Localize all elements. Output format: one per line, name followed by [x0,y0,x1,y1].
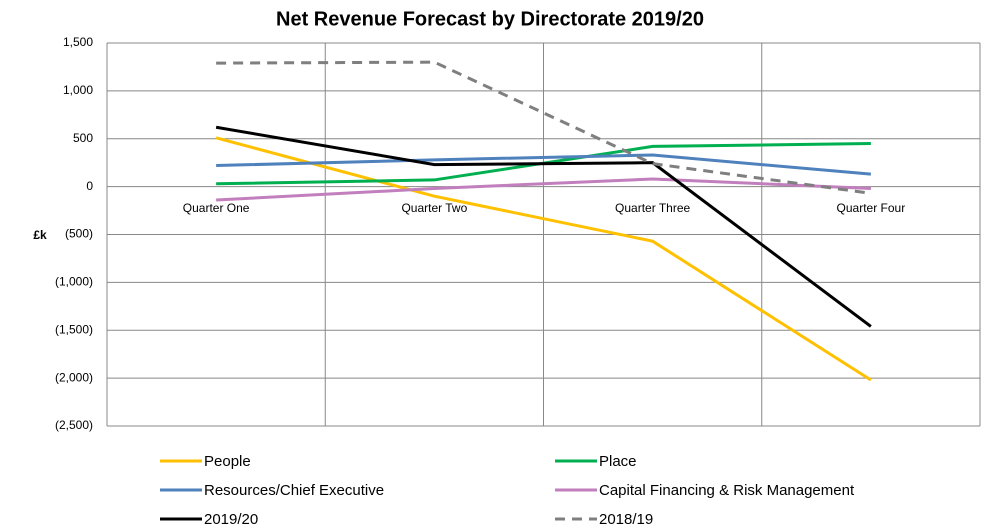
legend-label: Resources/Chief Executive [204,482,384,499]
y-tick-label: (2,000) [55,370,93,384]
legend-label: Place [599,453,637,470]
series-line [216,153,872,176]
y-tick-label: 500 [73,131,93,145]
legend-label: 2018/19 [599,511,653,528]
y-tick-label: (500) [65,227,93,241]
chart-title: Net Revenue Forecast by Directorate 2019… [276,8,704,30]
y-axis-label: £k [33,228,47,242]
x-tick-label: Quarter One [183,201,250,215]
y-tick-label: (2,500) [55,418,93,432]
legend-label: Capital Financing & Risk Management [599,482,855,499]
legend-label: 2019/20 [204,511,258,528]
legend-label: People [204,453,251,470]
y-tick-label: (1,500) [55,322,93,336]
y-tick-label: 1,500 [63,35,93,49]
series-line [216,177,871,202]
y-tick-label: 0 [86,179,93,193]
x-tick-label: Quarter Four [837,201,906,215]
series-line [216,60,872,195]
series-line [215,136,872,382]
y-tick-label: 1,000 [63,83,93,97]
series-line [215,125,872,328]
y-tick-label: (1,000) [55,275,93,289]
x-tick-label: Quarter Three [615,201,690,215]
x-tick-label: Quarter Two [401,201,467,215]
